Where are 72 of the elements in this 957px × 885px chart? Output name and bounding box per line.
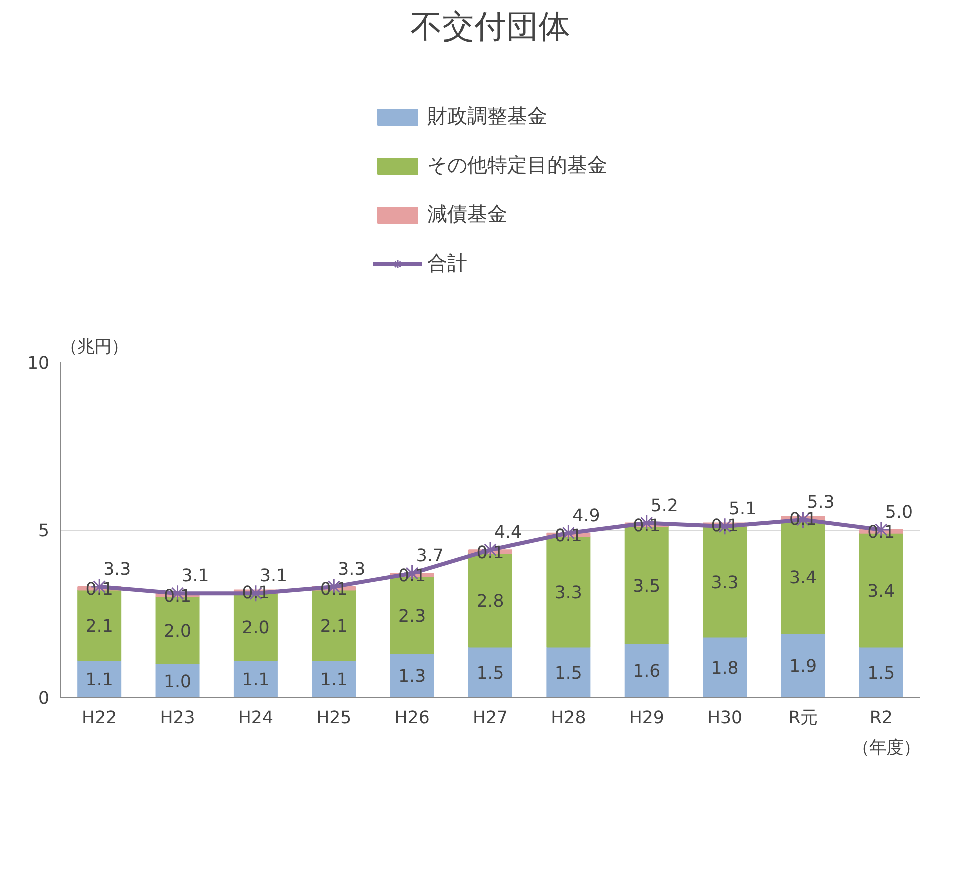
data-label: 2.0 — [242, 618, 270, 639]
x-tick-label: H24 — [238, 708, 274, 728]
data-label: 2.0 — [164, 622, 192, 642]
x-axis-title: （年度） — [852, 738, 920, 758]
data-label: 1.5 — [476, 664, 504, 684]
data-label: 3.1 — [182, 566, 210, 587]
bar — [624, 643, 669, 698]
data-label: 4.4 — [494, 523, 522, 544]
x-tick-label: H25 — [316, 708, 352, 728]
data-label: 5.1 — [729, 500, 757, 520]
bar — [312, 660, 356, 698]
x-tick-label: H22 — [82, 708, 118, 728]
legend-label: 合計 — [428, 250, 468, 277]
y-axis-title: （兆円） — [60, 338, 128, 358]
data-label: 0.1 — [320, 580, 348, 600]
x-tick-label: H23 — [160, 708, 196, 728]
data-label: 3.4 — [789, 568, 818, 588]
y-tick-label: 0 — [38, 689, 50, 709]
data-label: 1.1 — [320, 670, 348, 691]
data-label: 1.5 — [554, 664, 582, 684]
legend-label: 財政調整基金 — [428, 103, 548, 130]
data-label: 0.1 — [86, 580, 114, 600]
bar — [78, 660, 122, 698]
x-tick-label: R元 — [788, 708, 818, 728]
data-label: 3.3 — [104, 560, 132, 580]
data-label: 3.5 — [633, 576, 661, 597]
data-label: 2.8 — [476, 592, 504, 612]
bar — [468, 646, 512, 698]
data-label: 1.9 — [789, 657, 818, 678]
legend-label: その他特定目的基金 — [428, 152, 608, 179]
data-label: 3.3 — [554, 583, 582, 604]
legend-label: 減債基金 — [428, 201, 508, 228]
bar — [546, 646, 591, 698]
data-label: 1.8 — [711, 658, 739, 679]
data-label: 4.9 — [572, 506, 600, 526]
y-tick-label: 5 — [38, 522, 50, 542]
data-label: 3.3 — [338, 560, 366, 580]
x-tick-label: H28 — [551, 708, 586, 728]
data-label: 5.2 — [650, 496, 678, 516]
bar — [703, 636, 748, 698]
data-label: 2.1 — [86, 616, 114, 637]
bar — [390, 653, 434, 698]
data-label: 0.1 — [868, 523, 896, 544]
data-label: 2.3 — [398, 606, 426, 627]
data-label: 1.0 — [164, 672, 192, 692]
data-label: 3.4 — [868, 582, 896, 602]
data-label: 1.1 — [242, 670, 270, 691]
data-label: 1.1 — [86, 670, 114, 691]
data-label: 3.7 — [416, 546, 444, 567]
data-label: 0.1 — [476, 543, 504, 564]
data-label: 1.6 — [633, 662, 661, 682]
x-tick-label: H29 — [629, 708, 664, 728]
data-label: 5.3 — [807, 492, 835, 513]
data-label: 5.0 — [885, 503, 913, 523]
x-tick-label: H30 — [708, 708, 743, 728]
data-label: 3.3 — [711, 573, 739, 594]
y-tick-label: 10 — [27, 354, 50, 374]
bar — [859, 646, 904, 698]
data-label: 3.1 — [260, 566, 288, 587]
data-label: 0.1 — [398, 566, 426, 587]
x-tick-label: H26 — [394, 708, 430, 728]
bar — [234, 660, 278, 698]
data-label: 0.1 — [164, 586, 192, 607]
data-label: 2.1 — [320, 616, 348, 637]
data-label: 0.1 — [554, 526, 582, 547]
chart-title: 不交付団体 — [410, 8, 570, 46]
x-tick-label: R2 — [870, 708, 893, 728]
x-tick-label: H27 — [472, 708, 508, 728]
data-label: 1.3 — [398, 667, 426, 688]
data-label: 0.1 — [633, 516, 661, 536]
bar — [781, 633, 826, 698]
data-label: 1.5 — [868, 664, 896, 684]
